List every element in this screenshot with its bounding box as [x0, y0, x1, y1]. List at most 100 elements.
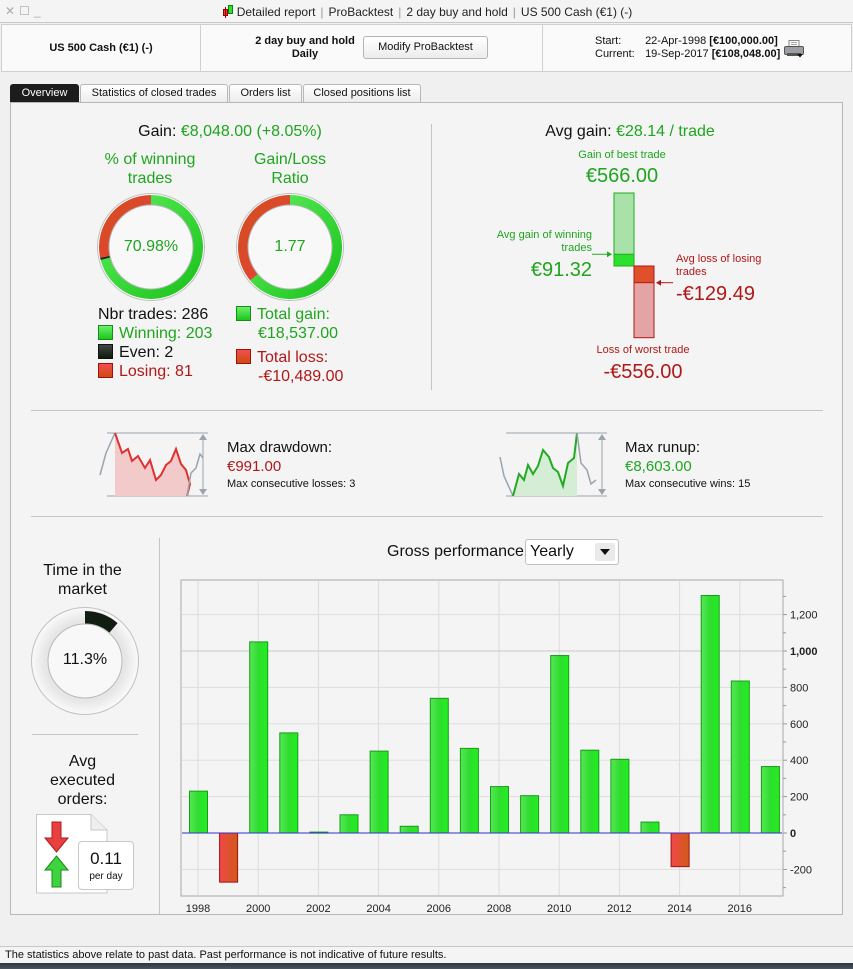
divider [31, 410, 823, 411]
best-trade-value: €566.00 [585, 165, 659, 187]
bar-2005 [399, 825, 419, 834]
instrument-name: US 500 Cash (€1) (-) [2, 25, 201, 71]
even-legend-swatch [98, 344, 113, 359]
winning-legend-swatch [98, 325, 113, 340]
divider [159, 538, 160, 914]
winning-count: Winning: 203 [119, 325, 213, 342]
time-in-market-segment [85, 611, 118, 633]
avg-orders-title-line: executed [50, 772, 115, 789]
tab-statistics-closed-trades[interactable]: Statistics of closed trades [80, 84, 228, 102]
avg-loss-label-line: Avg loss of losing [676, 253, 762, 265]
title-part: ProBacktest [328, 5, 394, 19]
avg-win-label: Avg gain of winning trades [480, 229, 592, 255]
bar-2017 [760, 766, 780, 834]
sell-arrow-icon [43, 821, 70, 853]
avg-orders-title-line: Avg [68, 753, 97, 770]
x-tick-label: 2012 [607, 903, 631, 915]
desktop-strip [0, 963, 853, 969]
strategy-timeframe: Daily [291, 48, 319, 60]
time-in-market-title-line: market [58, 581, 107, 598]
ratio-title-line: Gain/Loss [253, 151, 327, 168]
y-tick-label: 1,000 [790, 646, 818, 658]
y-tick-label: 1,200 [790, 610, 818, 622]
time-in-market-value: 11.3% [62, 651, 108, 668]
total-loss-swatch [236, 349, 251, 364]
max-drawdown-value: €991.00 [227, 458, 282, 475]
y-tick-label: 400 [790, 755, 808, 767]
losing-segment [99, 195, 151, 258]
modify-probacktest-button[interactable]: Modify ProBacktest [363, 36, 488, 59]
avg-trade-bars [592, 192, 673, 339]
total-gain-value: €18,537.00 [258, 325, 339, 342]
avg-win-bar [613, 253, 635, 267]
total-gain-label: Total gain: [257, 306, 330, 323]
period-select-value: Yearly [530, 543, 574, 560]
window-title: Detailed report | ProBacktest | 2 day buy an… [0, 5, 853, 19]
title-bar: ✕ ☐ _ Detailed report | ProBacktest | 2 day bu… [0, 0, 853, 23]
y-tick-label: 600 [790, 719, 808, 731]
winning-pct-text: 70.98% [123, 238, 179, 255]
ratio-title-line: Ratio [271, 170, 309, 187]
title-part: Detailed report [236, 5, 316, 19]
bar-1998 [189, 790, 208, 834]
even-segment [100, 255, 111, 260]
plot-area [180, 579, 784, 897]
close-icon[interactable]: ✕ [5, 4, 18, 18]
window-controls: ✕ ☐ _ [5, 4, 45, 18]
time-in-market-gauge [31, 607, 139, 715]
maximize-icon[interactable]: ☐ [19, 4, 32, 18]
gain-label: Gain: [138, 123, 177, 140]
bar-2000 [249, 641, 269, 834]
current-date: 19-Sep-2017 [645, 48, 709, 60]
report-header: US 500 Cash (€1) (-) 2 day buy and hold … [1, 24, 852, 72]
bar-2004 [369, 750, 389, 834]
start-value: [€100,000.00] [709, 35, 778, 47]
time-in-market-title-line: Time in the [43, 562, 122, 579]
title-part: 2 day buy and hold [406, 5, 508, 19]
chevron-down-icon[interactable] [595, 543, 615, 561]
gross-performance-label: Gross performance [387, 543, 524, 560]
disclaimer: The statistics above relate to past data… [0, 946, 853, 963]
buy-arrow-icon [43, 855, 70, 888]
current-label: Current: [595, 48, 635, 60]
total-gain-swatch [236, 306, 251, 321]
avg-orders-value-box: 0.11 per day [78, 841, 134, 890]
winning-title-line: trades [127, 170, 173, 187]
tab-overview[interactable]: Overview [10, 84, 79, 102]
period-select[interactable]: Yearly [525, 539, 619, 565]
trade-counts: Nbr trades: 286 Winning: 203 Even: 2 Los… [98, 305, 212, 381]
title-part: US 500 Cash (€1) (-) [520, 5, 633, 19]
tab-orders-list[interactable]: Orders list [229, 84, 302, 102]
avg-gain-summary: Avg gain: €28.14 / trade [480, 123, 780, 141]
nbr-trades: Nbr trades: 286 [98, 306, 209, 323]
winning-title-line: % of winning [104, 151, 196, 168]
gain-segment [250, 195, 342, 299]
x-tick-label: 2004 [366, 903, 390, 915]
minimize-icon[interactable]: _ [33, 4, 43, 18]
current-value: [€108,048.00] [711, 48, 781, 60]
candlestick-icon [221, 5, 234, 18]
start-label: Start: [595, 35, 622, 47]
losing-legend-swatch [98, 363, 113, 378]
total-loss-label: Total loss: [257, 349, 329, 366]
runup-sparkline-icon [499, 432, 607, 497]
y-tick-label: 0 [790, 828, 796, 840]
tab-closed-positions-list[interactable]: Closed positions list [303, 84, 421, 102]
period-info: Start: 22-Apr-1998 [€100,000.00] Current… [543, 25, 853, 71]
printer-icon[interactable] [783, 40, 805, 58]
bar-1999 [219, 832, 239, 883]
bar-2003 [339, 814, 359, 834]
strategy-cell: 2 day buy and hold Daily Modify ProBackt… [201, 25, 543, 71]
gain-value: €8,048.00 (+8.05%) [180, 123, 322, 140]
avg-loss-value: -€129.49 [676, 283, 755, 305]
losing-count: Losing: 81 [119, 363, 193, 380]
bar-2008 [490, 786, 509, 834]
x-tick-label: 2008 [487, 903, 511, 915]
y-tick-label: 200 [790, 792, 808, 804]
avg-gain-value: €28.14 / trade [616, 123, 715, 140]
avg-orders-value: 0.11 [90, 849, 122, 868]
x-tick-label: 2014 [667, 903, 691, 915]
avg-gain-label: Avg gain: [545, 123, 612, 140]
bar-2011 [580, 749, 600, 834]
